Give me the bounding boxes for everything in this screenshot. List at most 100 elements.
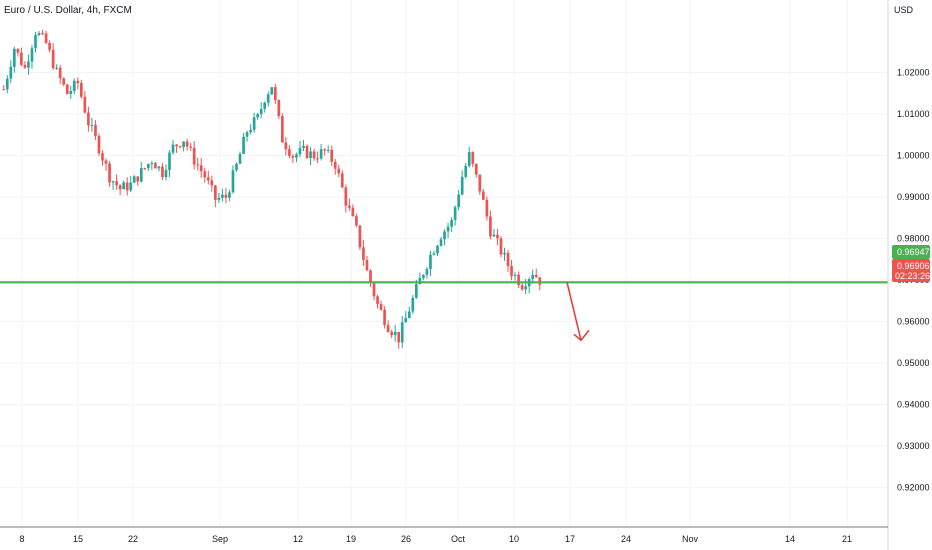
projection-arrow[interactable] xyxy=(566,281,590,342)
price-tick-label: 0.92000 xyxy=(897,483,930,493)
candle-body xyxy=(125,182,129,191)
candle-body xyxy=(418,277,422,285)
candle-body xyxy=(147,164,150,169)
candle-body xyxy=(189,146,192,148)
time-tick-label: 10 xyxy=(509,534,519,544)
time-tick-label: 24 xyxy=(621,534,631,544)
candle-body xyxy=(210,180,214,186)
price-tick-label: 1.00000 xyxy=(897,151,930,161)
price-tick-label: 0.98000 xyxy=(897,234,930,244)
candle-body xyxy=(323,149,326,151)
candle-body xyxy=(34,34,37,49)
candle-body xyxy=(168,152,171,171)
candle-body xyxy=(344,187,348,206)
candle-body xyxy=(372,283,376,297)
candle-body xyxy=(108,163,111,183)
candle-body xyxy=(390,331,393,336)
candle-body xyxy=(305,145,309,158)
candle-body xyxy=(259,108,263,115)
candle-body xyxy=(302,145,305,149)
candle-body xyxy=(407,311,411,318)
candle-body xyxy=(436,245,439,254)
candle-body xyxy=(115,181,118,186)
candle-body xyxy=(284,142,288,150)
candle-body xyxy=(478,174,482,192)
candle-body xyxy=(249,129,252,133)
candle-body xyxy=(87,112,90,126)
candle-body xyxy=(524,286,527,290)
time-axis[interactable]: 8 15 22 Sep 12 19 26 Oct 10 17 24 Nov 14 21 xyxy=(19,534,852,544)
candle-body xyxy=(13,48,16,67)
candle-body xyxy=(330,149,334,162)
time-tick-label: 14 xyxy=(785,534,795,544)
candle-body xyxy=(538,277,542,285)
candle-body xyxy=(432,253,436,255)
candle-body xyxy=(295,154,298,158)
grid xyxy=(0,0,888,527)
candle-body xyxy=(30,48,34,62)
support-tag-value: 0.96947 xyxy=(897,247,930,257)
candle-body xyxy=(69,91,73,94)
candle-body xyxy=(256,114,259,118)
candle-body xyxy=(460,176,464,195)
candle-body xyxy=(224,194,228,198)
candle-body xyxy=(245,132,249,137)
candle-body xyxy=(97,135,101,154)
candle-body xyxy=(474,163,478,175)
candle-body xyxy=(281,116,284,143)
candle-body xyxy=(111,181,115,183)
candle-body xyxy=(348,205,351,208)
candle-body xyxy=(358,225,362,248)
candle-body xyxy=(316,158,319,160)
candle-body xyxy=(48,42,51,50)
candle-body xyxy=(122,182,125,190)
candle-body xyxy=(214,185,217,200)
candle-body xyxy=(362,247,365,260)
candle-body xyxy=(83,96,87,113)
candle-body xyxy=(471,152,475,164)
candle-body xyxy=(270,87,274,95)
candle-body xyxy=(2,89,6,91)
candle-body xyxy=(90,124,94,126)
candle-body xyxy=(298,148,302,155)
countdown-value: 02:23:26 xyxy=(895,271,930,281)
chart-title: Euro / U.S. Dollar, 4h, FXCM xyxy=(4,5,132,16)
candle-body xyxy=(178,146,182,148)
candle-body xyxy=(309,151,312,158)
candle-body xyxy=(55,67,58,69)
candle-body xyxy=(333,161,337,169)
time-tick-label: 12 xyxy=(293,534,303,544)
candle-body xyxy=(482,191,485,200)
time-tick-label: 21 xyxy=(842,534,852,544)
candle-body xyxy=(175,144,178,147)
candle-body xyxy=(266,94,270,103)
candle-body xyxy=(355,216,358,226)
candle-body xyxy=(312,151,316,159)
last-tag-value: 0.96906 xyxy=(897,261,930,271)
candle-body xyxy=(238,153,242,164)
candle-body xyxy=(510,265,513,276)
candle-body xyxy=(171,144,175,153)
candle-body xyxy=(23,64,27,68)
price-tick-label: 0.93000 xyxy=(897,441,930,451)
candle-body xyxy=(101,153,104,161)
candle-body xyxy=(404,317,408,323)
currency-label: USD xyxy=(894,5,914,15)
candle-body xyxy=(192,147,196,165)
arrow-head xyxy=(573,329,590,342)
candle-body xyxy=(411,297,415,312)
candle-body xyxy=(37,33,41,35)
candle-body xyxy=(489,216,492,237)
candle-body xyxy=(369,270,372,284)
candle-body xyxy=(263,102,267,109)
price-tick-label: 0.99000 xyxy=(897,192,930,202)
candle-body xyxy=(365,259,369,271)
candle-body xyxy=(517,274,520,286)
support-tag-bg xyxy=(892,245,930,259)
candle-body xyxy=(446,226,450,232)
candle-body xyxy=(443,231,446,240)
time-tick-label: 26 xyxy=(401,534,411,544)
last-price-tag: 0.96906 02:23:26 xyxy=(892,259,930,282)
